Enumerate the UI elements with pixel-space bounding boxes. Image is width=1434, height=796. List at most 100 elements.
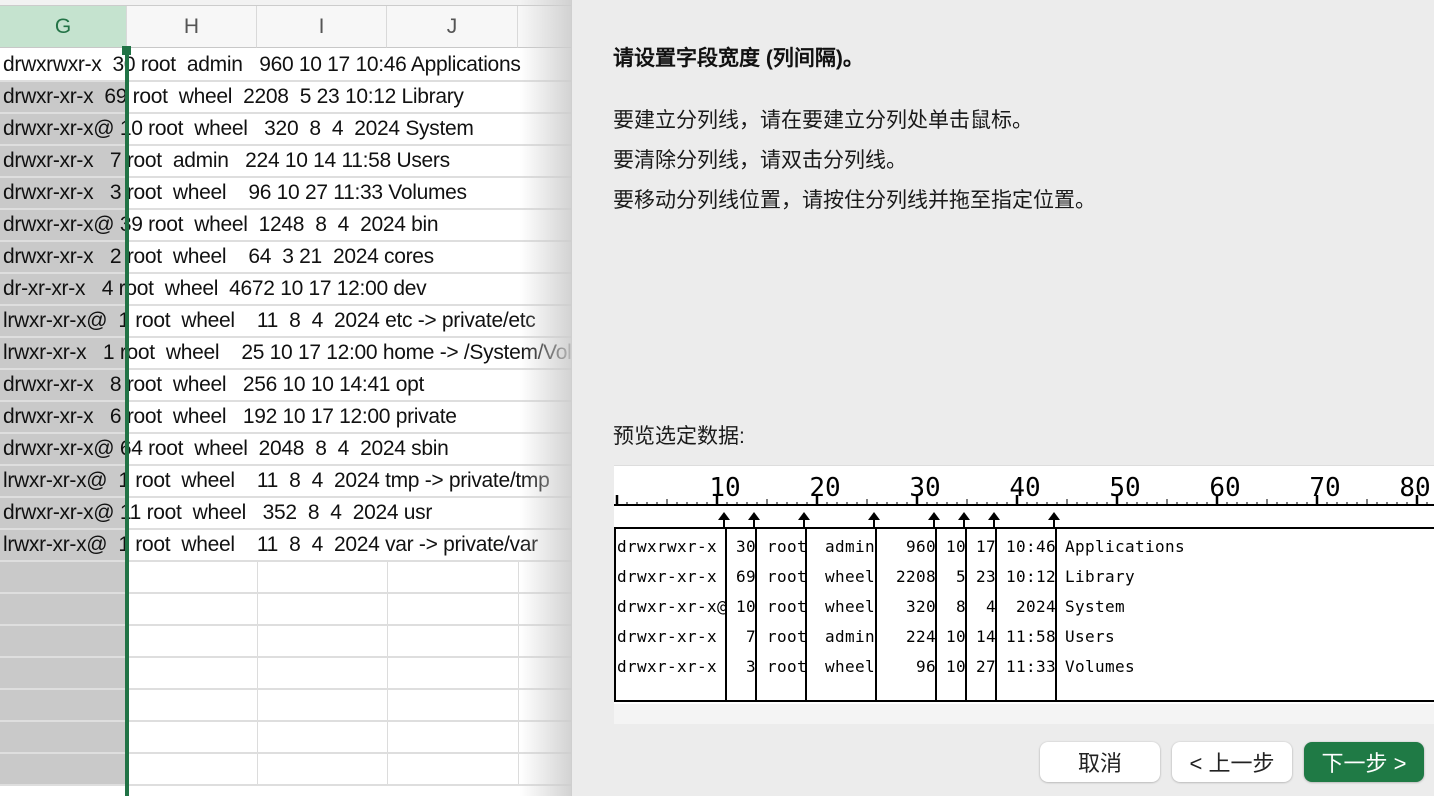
cell-g[interactable] bbox=[0, 562, 127, 592]
sheet-row[interactable]: drwxr-xr-x@ 10 root wheel 320 8 4 2024 S… bbox=[0, 114, 571, 146]
data-preview[interactable]: 10 20 30 40 50 60 70 80 drwxrwxr-x 30 root admin 96… bbox=[614, 465, 1434, 724]
sheet-row[interactable] bbox=[0, 722, 571, 754]
preview-cell: 11:58 bbox=[1005, 627, 1056, 646]
preview-data-box[interactable]: drwxrwxr-x 30 root admin 960 10 17 10:46 Applica… bbox=[614, 527, 1434, 702]
cell-g[interactable] bbox=[0, 178, 127, 208]
preview-cell: drwxr-xr-x bbox=[617, 657, 718, 676]
preview-cell: 10:46 bbox=[1005, 537, 1056, 556]
column-header-j[interactable]: J bbox=[387, 6, 518, 48]
cell-g[interactable] bbox=[0, 50, 127, 80]
preview-cell: 27 bbox=[975, 657, 996, 676]
cell-g[interactable] bbox=[0, 690, 127, 720]
column-break-line[interactable] bbox=[995, 529, 997, 700]
cell-g[interactable] bbox=[0, 626, 127, 656]
preview-cell: root bbox=[767, 657, 808, 676]
cell-g[interactable] bbox=[0, 274, 127, 304]
column-break-stem bbox=[993, 514, 995, 528]
cell-g[interactable] bbox=[0, 722, 127, 752]
preview-label: 预览选定数据: bbox=[613, 425, 745, 448]
column-break-line[interactable] bbox=[1055, 529, 1057, 700]
preview-cell: wheel bbox=[825, 657, 876, 676]
sheet-row[interactable]: drwxr-xr-x 2 root wheel 64 3 21 2024 cor… bbox=[0, 242, 571, 274]
cancel-button[interactable]: 取消 bbox=[1040, 742, 1160, 782]
preview-cell: Applications bbox=[1065, 537, 1186, 556]
sheet-row[interactable] bbox=[0, 690, 571, 722]
sheet-row[interactable] bbox=[0, 754, 571, 786]
sheet-row[interactable]: lrwxr-xr-x@ 1 root wheel 11 8 4 2024 tmp… bbox=[0, 466, 571, 498]
cell-g[interactable] bbox=[0, 146, 127, 176]
preview-row: drwxr-xr-x 7 root admin 224 10 14 11:58 Users bbox=[616, 627, 1434, 657]
column-break-line[interactable] bbox=[935, 529, 937, 700]
horizontal-scrollbar[interactable] bbox=[614, 704, 1434, 724]
column-break-line[interactable] bbox=[805, 529, 807, 700]
preview-cell: 96 bbox=[915, 657, 936, 676]
back-button[interactable]: < 上一步 bbox=[1172, 742, 1292, 782]
cell-g[interactable] bbox=[0, 306, 127, 336]
sheet-row[interactable]: drwxr-xr-x@ 11 root wheel 352 8 4 2024 u… bbox=[0, 498, 571, 530]
sheet-row[interactable] bbox=[0, 594, 571, 626]
column-break-stem bbox=[963, 514, 965, 528]
column-header-g[interactable]: G bbox=[0, 6, 127, 48]
sheet-row[interactable]: lrwxr-xr-x@ 1 root wheel 11 8 4 2024 etc… bbox=[0, 306, 571, 338]
cell-g[interactable] bbox=[0, 530, 127, 560]
preview-cell: 320 bbox=[905, 597, 936, 616]
sheet-row[interactable] bbox=[0, 562, 571, 594]
column-header-i[interactable]: I bbox=[257, 6, 387, 48]
preview-cell: drwxr-xr-x bbox=[617, 567, 718, 586]
cell-g[interactable] bbox=[0, 498, 127, 528]
spreadsheet: G H I J drwxrwxr-x 30 root admin 960 10 … bbox=[0, 0, 572, 796]
sheet-row[interactable]: drwxr-xr-x 7 root admin 224 10 14 11:58 … bbox=[0, 146, 571, 178]
sheet-row[interactable]: lrwxr-xr-x 1 root wheel 25 10 17 12:00 h… bbox=[0, 338, 571, 370]
column-ruler[interactable]: 10 20 30 40 50 60 70 80 bbox=[614, 466, 1434, 528]
cell-text: drwxrwxr-x 30 root admin 960 10 17 10:46… bbox=[3, 53, 521, 76]
sheet-row[interactable]: drwxr-xr-x 6 root wheel 192 10 17 12:00 … bbox=[0, 402, 571, 434]
cell-g[interactable] bbox=[0, 338, 127, 368]
cell-g[interactable] bbox=[0, 114, 127, 144]
column-break-line[interactable] bbox=[725, 529, 727, 700]
sheet-row[interactable]: drwxrwxr-x 30 root admin 960 10 17 10:46… bbox=[0, 50, 571, 82]
preview-cell: 30 bbox=[735, 537, 756, 556]
preview-cell: 2208 bbox=[895, 567, 936, 586]
ruler-label: 80 bbox=[1399, 473, 1430, 503]
sheet-row[interactable]: drwxr-xr-x 3 root wheel 96 10 27 11:33 V… bbox=[0, 178, 571, 210]
column-break-line[interactable] bbox=[875, 529, 877, 700]
preview-cell: 10 bbox=[945, 537, 966, 556]
cell-text: lrwxr-xr-x@ 1 root wheel 11 8 4 2024 tmp… bbox=[3, 469, 550, 492]
column-header-h[interactable]: H bbox=[127, 6, 257, 48]
column-break-line[interactable] bbox=[965, 529, 967, 700]
sheet-row[interactable]: drwxr-xr-x@ 39 root wheel 1248 8 4 2024 … bbox=[0, 210, 571, 242]
selection-handle[interactable] bbox=[122, 46, 131, 55]
preview-cell: admin bbox=[825, 627, 876, 646]
cell-g[interactable] bbox=[0, 594, 127, 624]
next-button[interactable]: 下一步 > bbox=[1304, 742, 1424, 782]
ruler-label: 60 bbox=[1209, 473, 1240, 503]
sheet-row[interactable]: lrwxr-xr-x@ 1 root wheel 11 8 4 2024 var… bbox=[0, 530, 571, 562]
cell-g[interactable] bbox=[0, 210, 127, 240]
column-break-stem bbox=[753, 514, 755, 528]
sheet-row[interactable]: drwxr-xr-x 8 root wheel 256 10 10 14:41 … bbox=[0, 370, 571, 402]
preview-cell: 14 bbox=[975, 627, 996, 646]
column-break-stem bbox=[723, 514, 725, 528]
sheet-row[interactable]: drwxr-xr-x@ 64 root wheel 2048 8 4 2024 … bbox=[0, 434, 571, 466]
sheet-row[interactable] bbox=[0, 626, 571, 658]
cell-g[interactable] bbox=[0, 370, 127, 400]
cell-g[interactable] bbox=[0, 82, 127, 112]
column-break-line[interactable] bbox=[755, 529, 757, 700]
grid-line bbox=[257, 722, 258, 752]
cell-g[interactable] bbox=[0, 754, 127, 784]
column-break-stem bbox=[933, 514, 935, 528]
grid-line bbox=[387, 690, 388, 720]
cell-g[interactable] bbox=[0, 658, 127, 688]
cell-g[interactable] bbox=[0, 434, 127, 464]
sheet-row[interactable]: drwxr-xr-x 69 root wheel 2208 5 23 10:12… bbox=[0, 82, 571, 114]
sheet-row[interactable] bbox=[0, 658, 571, 690]
sheet-row[interactable]: dr-xr-xr-x 4 root wheel 4672 10 17 12:00… bbox=[0, 274, 571, 306]
grid-line bbox=[257, 690, 258, 720]
grid-line bbox=[518, 658, 519, 688]
grid-line bbox=[387, 626, 388, 656]
cell-g[interactable] bbox=[0, 242, 127, 272]
ruler-label: 70 bbox=[1309, 473, 1340, 503]
cell-g[interactable] bbox=[0, 402, 127, 432]
cell-text: lrwxr-xr-x@ 1 root wheel 11 8 4 2024 var… bbox=[3, 533, 538, 556]
cell-g[interactable] bbox=[0, 466, 127, 496]
